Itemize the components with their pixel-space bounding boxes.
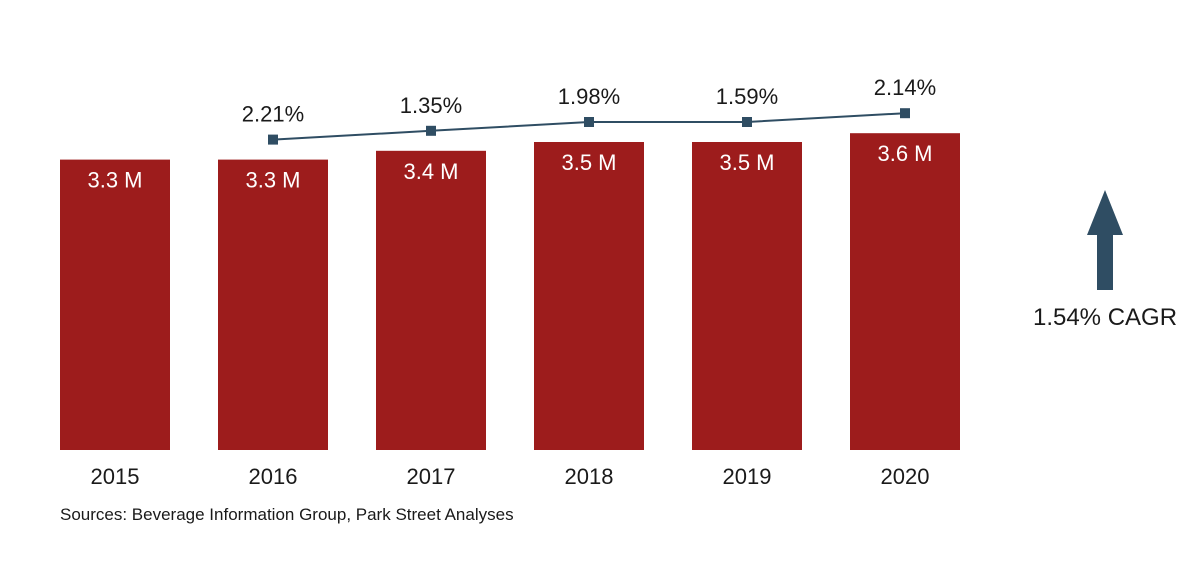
growth-marker xyxy=(742,117,752,127)
growth-marker xyxy=(584,117,594,127)
bar-value-label: 3.5 M xyxy=(561,150,616,175)
bar xyxy=(850,133,960,450)
category-label: 2019 xyxy=(723,464,772,489)
bar-value-label: 3.4 M xyxy=(403,159,458,184)
chart-svg: 3.3 M 2015 3.3 M 2016 3.4 M 2017 3.5 M 2018 3.5 … xyxy=(0,0,1200,563)
bar-value-label: 3.5 M xyxy=(719,150,774,175)
cagr-block: 1.54% CAGR xyxy=(1030,190,1180,332)
growth-pct-label: 1.59% xyxy=(716,84,778,109)
up-arrow-icon xyxy=(1030,190,1180,290)
bar xyxy=(534,142,644,450)
growth-marker xyxy=(268,135,278,145)
bar xyxy=(692,142,802,450)
growth-marker xyxy=(426,126,436,136)
bar xyxy=(376,151,486,450)
bar xyxy=(218,160,328,450)
category-label: 2020 xyxy=(881,464,930,489)
cagr-text: 1.54% CAGR xyxy=(1030,304,1180,332)
growth-pct-label: 2.14% xyxy=(874,75,936,100)
growth-pct-label: 2.21% xyxy=(242,102,304,127)
bar-value-label: 3.6 M xyxy=(877,141,932,166)
sources-text: Sources: Beverage Information Group, Par… xyxy=(60,505,514,525)
bar xyxy=(60,160,170,450)
category-label: 2018 xyxy=(565,464,614,489)
growth-pct-label: 1.35% xyxy=(400,93,462,118)
category-label: 2017 xyxy=(407,464,456,489)
bar-value-label: 3.3 M xyxy=(87,168,142,193)
bar-value-label: 3.3 M xyxy=(245,168,300,193)
growth-pct-label: 1.98% xyxy=(558,84,620,109)
category-label: 2016 xyxy=(249,464,298,489)
category-label: 2015 xyxy=(91,464,140,489)
chart-container: 3.3 M 2015 3.3 M 2016 3.4 M 2017 3.5 M 2018 3.5 … xyxy=(0,0,1200,563)
growth-marker xyxy=(900,108,910,118)
